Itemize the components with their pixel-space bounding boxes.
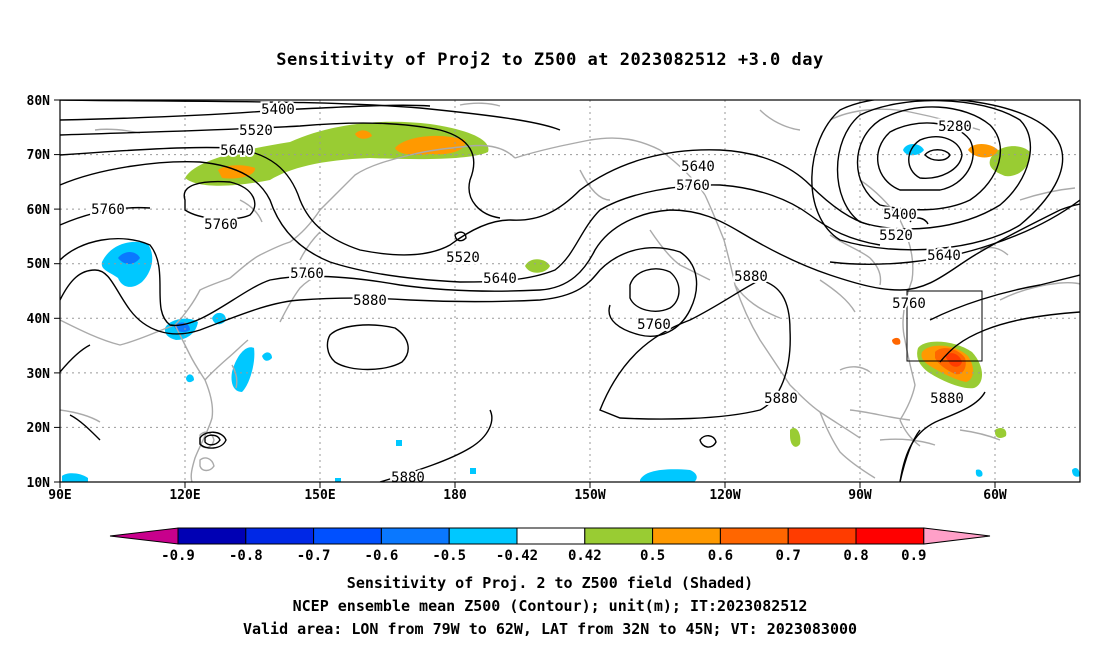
contour-label: 5760 <box>637 317 671 333</box>
lat-label: 30N <box>27 367 51 382</box>
lat-label: 20N <box>27 421 51 436</box>
colorbar-cell <box>516 527 586 545</box>
colorbar-label: -0.7 <box>297 548 331 564</box>
contour-label: 5640 <box>927 248 961 264</box>
latitude-labels: 80N 70N 60N 50N 40N 30N 20N 10N <box>27 94 51 491</box>
colorbar-label: -0.5 <box>432 548 466 564</box>
lat-label: 70N <box>27 148 51 163</box>
colorbar-label: 0.42 <box>568 548 602 564</box>
colorbar-label: -0.8 <box>229 548 263 564</box>
contour-label: 5520 <box>879 228 913 244</box>
contour-label: 5880 <box>734 269 768 285</box>
contour-label: 5760 <box>91 202 125 218</box>
colorbar-cell <box>313 527 382 545</box>
map-title: Sensitivity of Proj2 to Z500 at 20230825… <box>276 50 824 70</box>
contour-labels: 5400 5520 5640 5760 5760 5760 5520 5640 … <box>89 100 974 488</box>
lon-label: 180 <box>443 488 467 503</box>
lat-label: 60N <box>27 203 51 218</box>
contour-label: 5760 <box>892 296 926 312</box>
contour-label: 5400 <box>883 207 917 223</box>
contour-label: 5880 <box>353 293 387 309</box>
colorbar-cell <box>787 527 857 545</box>
lat-label: 80N <box>27 94 51 109</box>
colorbar-cell <box>245 527 315 545</box>
colorbar-cell <box>584 527 654 545</box>
plot-frame <box>59 99 1081 483</box>
contour-label: 5760 <box>676 178 710 194</box>
lat-label: 10N <box>27 476 51 491</box>
coastlines <box>60 102 1080 482</box>
colorbar-label: 0.5 <box>640 548 665 564</box>
colorbar-label: -0.42 <box>496 548 538 564</box>
contour-label: 5880 <box>391 470 425 486</box>
contour-label: 5640 <box>220 143 254 159</box>
lon-label: 90E <box>48 488 71 503</box>
colorbar-cell <box>448 527 518 545</box>
lon-label: 120W <box>709 488 740 503</box>
colorbar-label: 0.6 <box>708 548 733 564</box>
contour-label: 5880 <box>764 391 798 407</box>
colorbar-cell <box>719 527 789 545</box>
colorbar-label: 0.7 <box>776 548 801 564</box>
contour-label: 5280 <box>938 119 972 135</box>
contour-label: 5760 <box>290 266 324 282</box>
colorbar-label: 0.8 <box>843 548 868 564</box>
lon-label: 60W <box>983 488 1007 503</box>
colorbar-labels: -0.9 -0.8 -0.7 -0.6 -0.5 -0.42 0.42 0.5 … <box>161 548 926 564</box>
contour-label: 5400 <box>261 102 295 118</box>
axis-ticks <box>54 99 996 488</box>
colorbar-label: -0.9 <box>161 548 195 564</box>
lat-label: 40N <box>27 312 51 327</box>
colorbar-label: 0.9 <box>901 548 926 564</box>
z500-contours <box>60 100 1080 482</box>
colorbar-cell <box>177 527 247 545</box>
caption-shaded: Sensitivity of Proj. 2 to Z500 field (Sh… <box>346 574 754 592</box>
colorbar-cell <box>855 527 925 545</box>
colorbar-cell <box>380 527 450 545</box>
colorbar-low-end <box>109 527 179 545</box>
contour-label: 5640 <box>681 159 715 175</box>
caption-valid-area: Valid area: LON from 79W to 62W, LAT fro… <box>242 620 858 638</box>
contour-label: 5520 <box>239 123 273 139</box>
contour-label: 5640 <box>483 271 517 287</box>
caption-contour: NCEP ensemble mean Z500 (Contour); unit(… <box>292 597 808 615</box>
lon-label: 150E <box>304 488 335 503</box>
lat-label: 50N <box>27 257 51 272</box>
colorbar-high-end <box>923 527 991 545</box>
contour-label: 5520 <box>446 250 480 266</box>
lon-label: 150W <box>574 488 605 503</box>
colorbar <box>109 527 991 545</box>
valid-area-box <box>906 290 983 362</box>
colorbar-label: -0.6 <box>365 548 399 564</box>
longitude-labels: 90E 120E 150E 180 150W 120W 90W 60W <box>48 488 1007 503</box>
graticule <box>60 100 1080 482</box>
contour-label: 5880 <box>930 391 964 407</box>
lon-label: 120E <box>169 488 200 503</box>
shaded-sensitivity <box>62 121 1080 482</box>
contour-label: 5760 <box>204 217 238 233</box>
lon-label: 90W <box>848 488 872 503</box>
colorbar-cell <box>652 527 721 545</box>
